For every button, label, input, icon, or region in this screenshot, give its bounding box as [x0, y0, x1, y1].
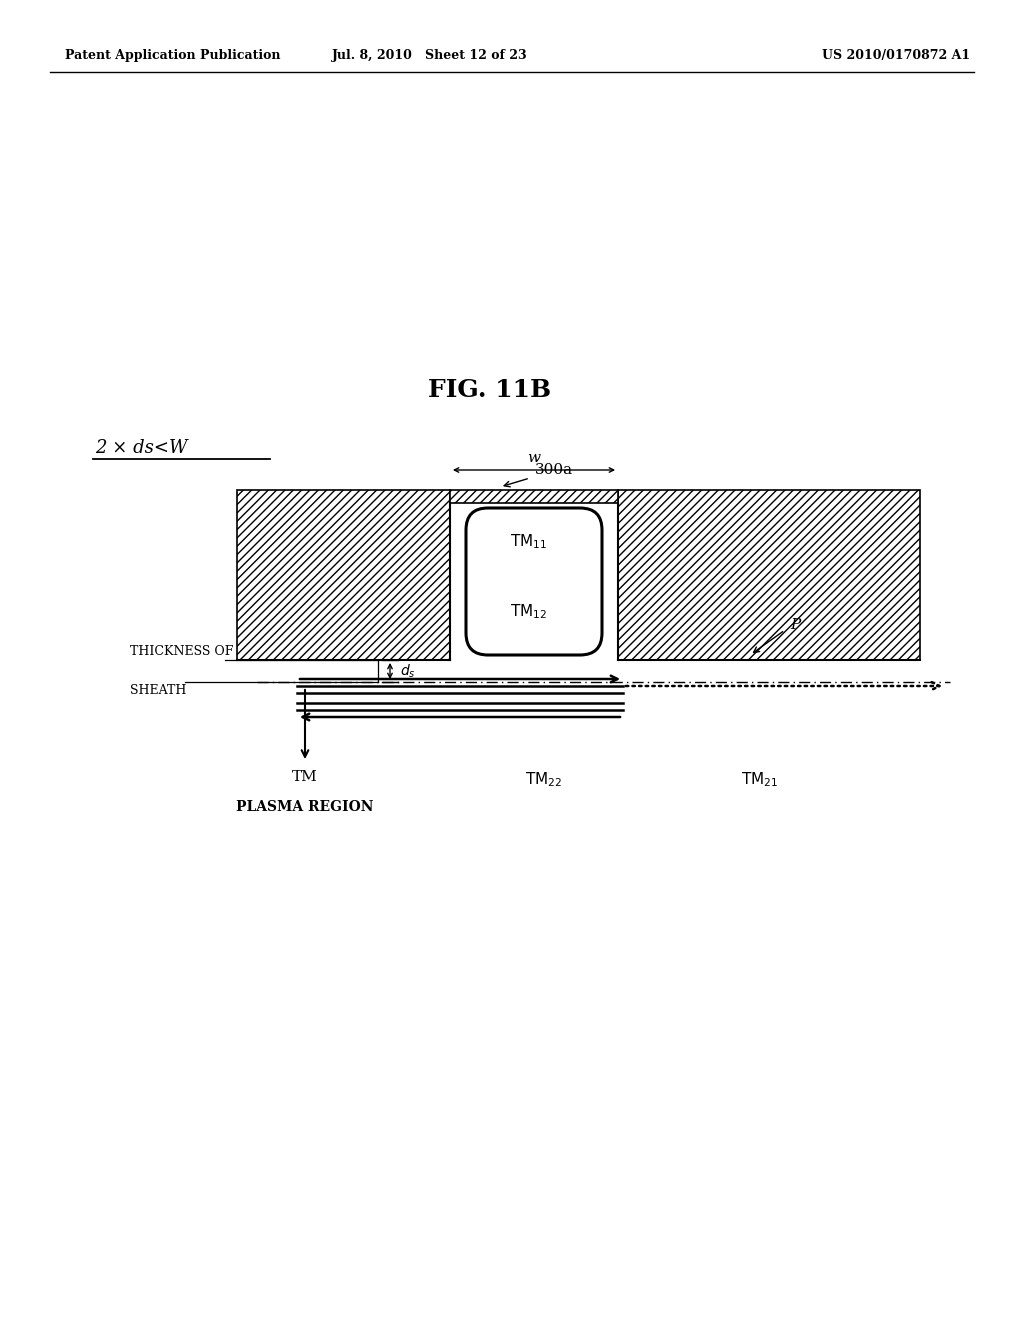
FancyBboxPatch shape	[466, 508, 602, 655]
Bar	[618, 490, 920, 660]
Text: $\mathrm{TM}_{11}$: $\mathrm{TM}_{11}$	[510, 532, 548, 550]
Text: $\mathrm{TM}_{12}$: $\mathrm{TM}_{12}$	[510, 602, 548, 620]
Text: 300a: 300a	[535, 463, 573, 477]
Text: PLASMA REGION: PLASMA REGION	[237, 800, 374, 814]
Text: $d_s$: $d_s$	[400, 663, 416, 680]
Text: $\mathrm{TM}_{21}$: $\mathrm{TM}_{21}$	[741, 770, 778, 789]
Text: P: P	[790, 618, 800, 632]
Text: SHEATH: SHEATH	[130, 684, 186, 697]
Text: $\mathrm{TM}_{22}$: $\mathrm{TM}_{22}$	[525, 770, 562, 789]
Text: 2 × ds<W: 2 × ds<W	[95, 440, 187, 457]
Text: US 2010/0170872 A1: US 2010/0170872 A1	[822, 49, 970, 62]
Text: TM: TM	[292, 770, 317, 784]
Bar	[450, 490, 618, 503]
Bar	[237, 490, 450, 660]
Text: w: w	[527, 451, 541, 465]
Text: Jul. 8, 2010   Sheet 12 of 23: Jul. 8, 2010 Sheet 12 of 23	[332, 49, 527, 62]
Text: FIG. 11B: FIG. 11B	[428, 378, 552, 403]
Text: Patent Application Publication: Patent Application Publication	[65, 49, 281, 62]
Text: THICKNESS OF: THICKNESS OF	[130, 645, 233, 657]
